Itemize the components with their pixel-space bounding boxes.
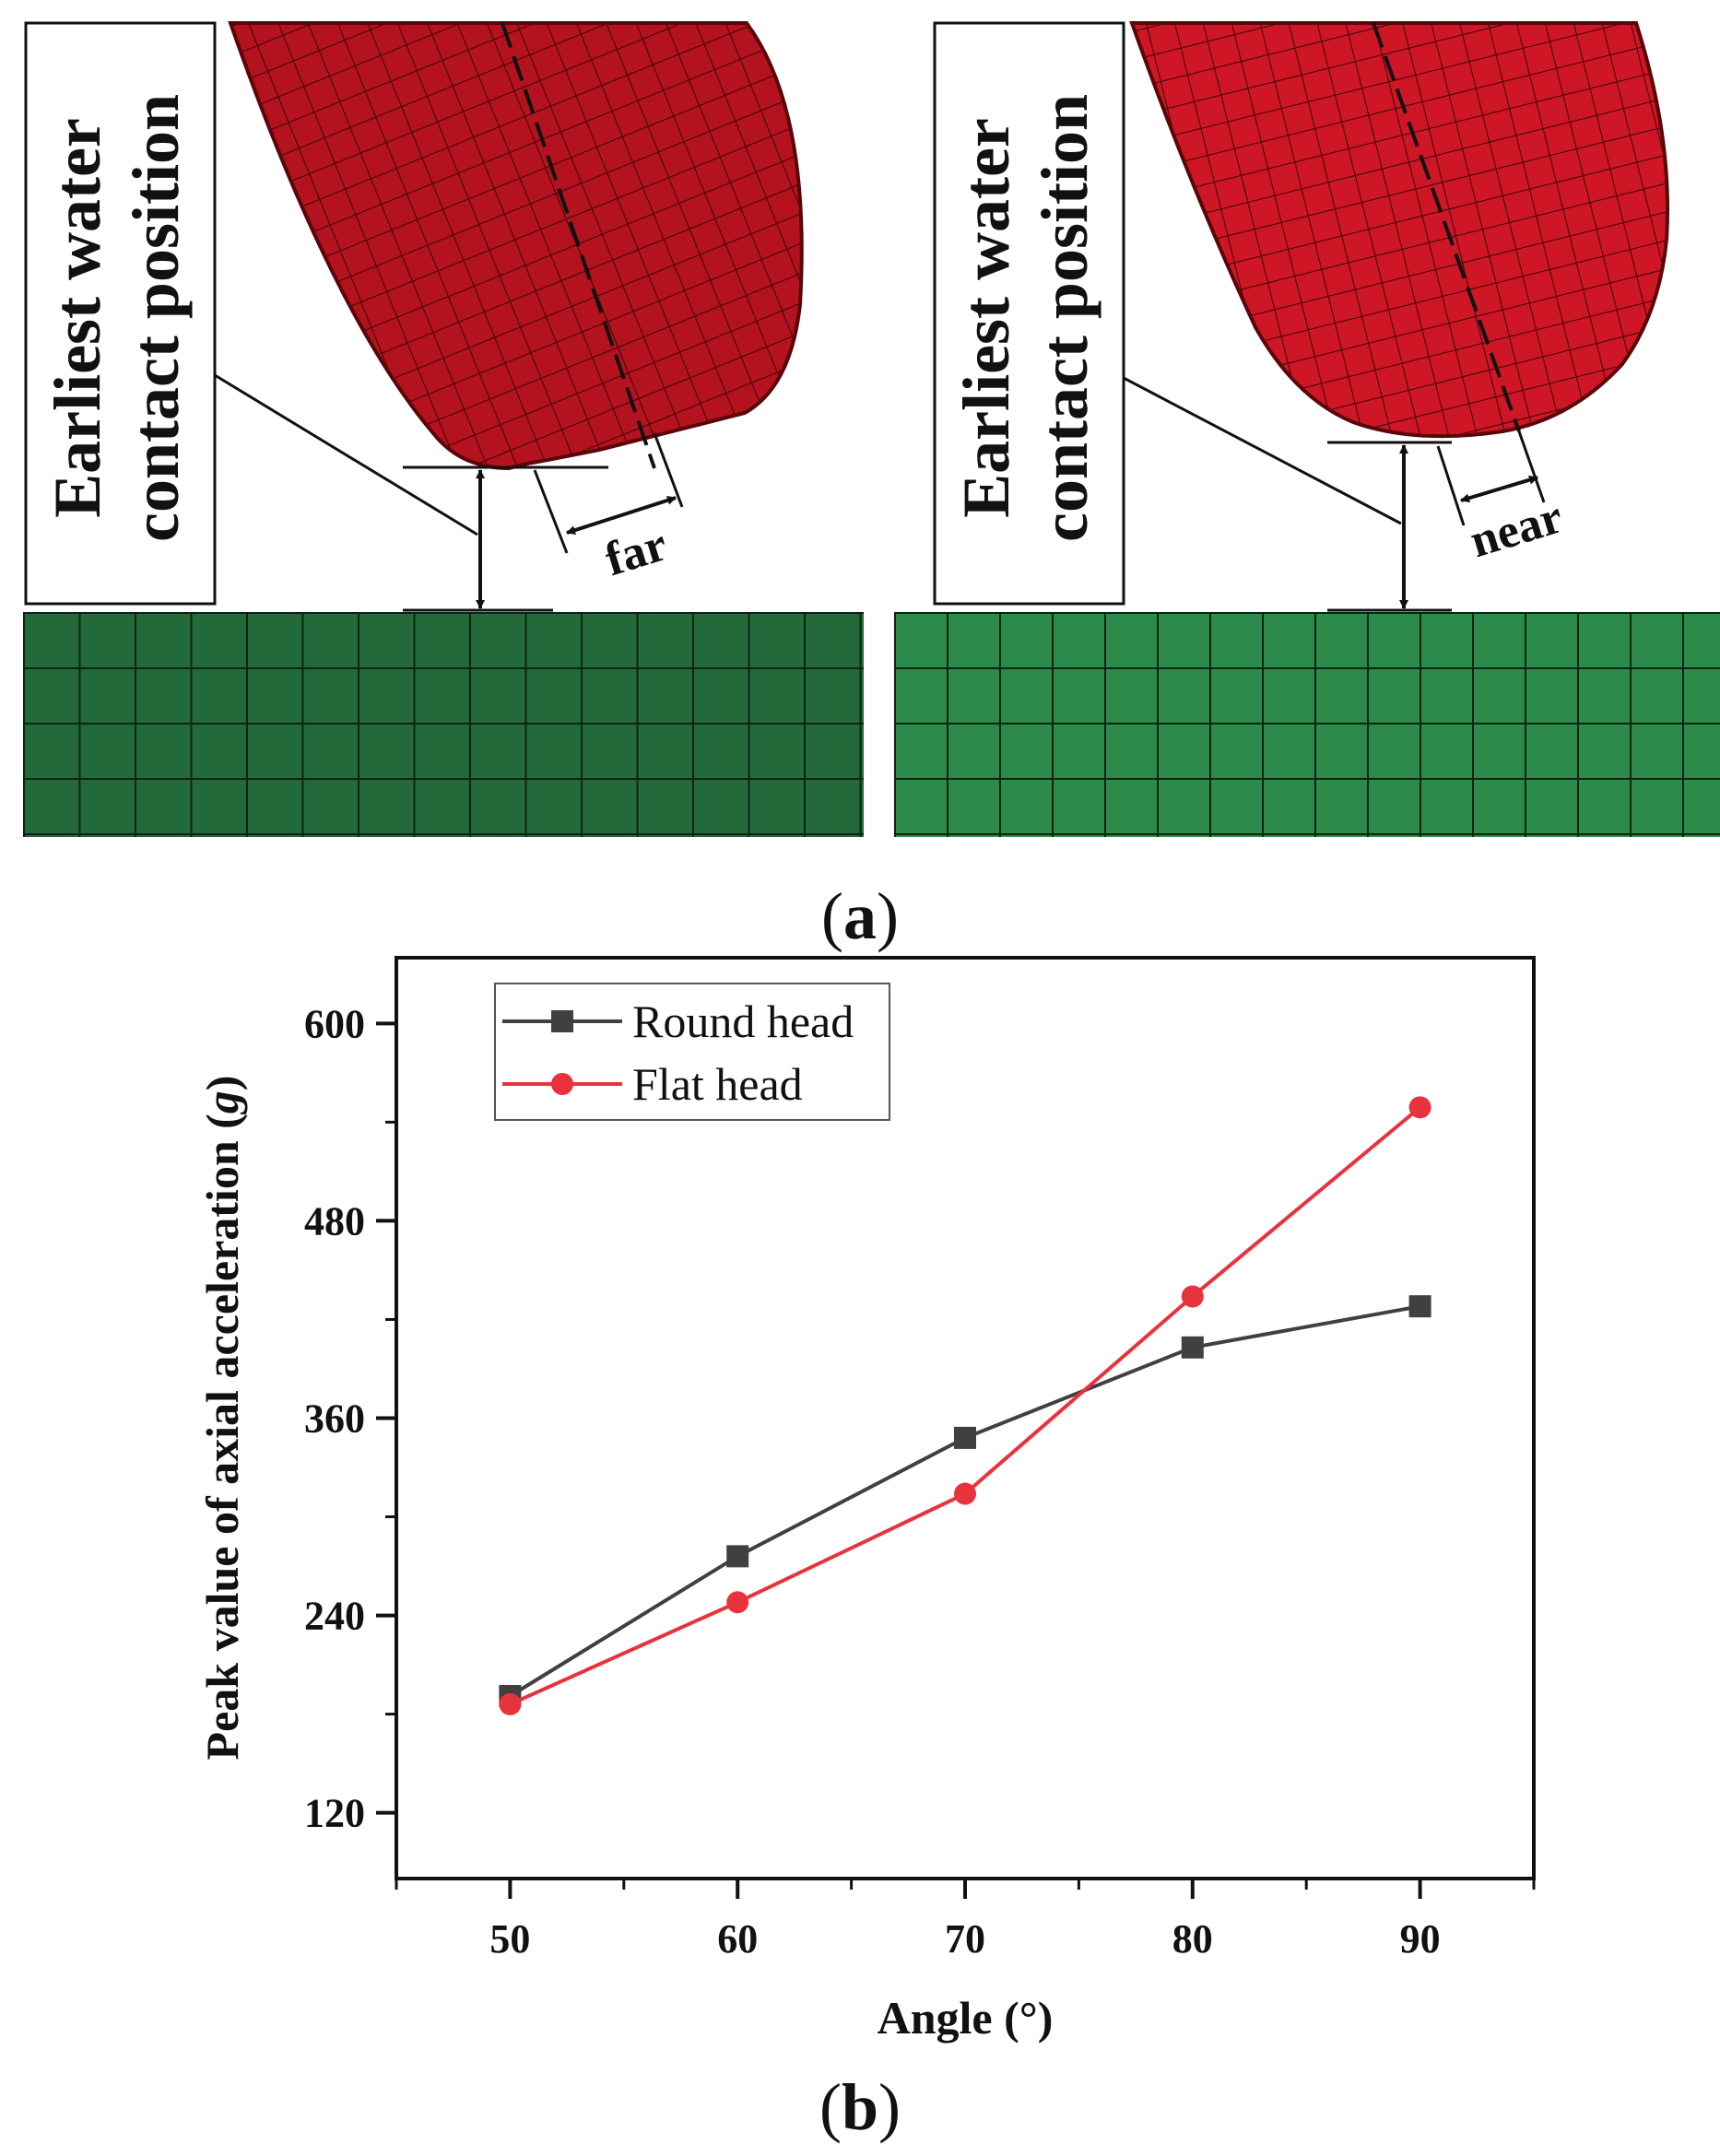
point-round-head-60: [726, 1545, 749, 1568]
point-round-head-70: [954, 1426, 976, 1449]
x-axis-title: Angle (°): [878, 1992, 1054, 2044]
callout-line-2: contact position: [119, 94, 193, 542]
body-axis-line: [501, 22, 656, 469]
round-head-body: [228, 21, 804, 471]
y-tick-label-600: 600: [304, 1001, 365, 1046]
point-round-head-80: [1181, 1336, 1204, 1359]
legend: Round head Flat head: [494, 983, 890, 1121]
x-tick-label-90: 90: [1400, 1916, 1441, 1962]
caption-a-open: (: [821, 879, 843, 953]
point-round-head-90: [1408, 1295, 1431, 1318]
callout-box: [933, 21, 1125, 606]
point-flat-head-70: [954, 1482, 976, 1505]
callout-line-1: Earliest water: [949, 118, 1023, 518]
point-flat-head-80: [1181, 1285, 1204, 1308]
y-axis-title-unit: g: [196, 1090, 248, 1114]
y-tick-label-480: 480: [304, 1198, 365, 1243]
callout-leader: [214, 373, 478, 536]
caption-b: (b): [819, 2070, 901, 2144]
point-flat-head-90: [1408, 1096, 1431, 1119]
y-axis-title-suffix: ): [196, 1076, 248, 1091]
y-tick-label-120: 120: [304, 1791, 365, 1836]
near-label: near: [1465, 490, 1569, 568]
caption-b-letter: b: [842, 2070, 878, 2144]
far-extension-line-1: [533, 469, 569, 554]
near-extension-line-1: [1436, 445, 1466, 526]
callout-leader: [1123, 376, 1402, 525]
y-axis-title: Peak value of axial acceleration (g): [196, 1076, 248, 1761]
caption-b-close: ): [878, 2070, 901, 2144]
y-axis-ticks: 120 240 360 480 600: [304, 1001, 396, 1836]
caption-a: (a): [821, 879, 899, 953]
far-extension-line-2: [653, 432, 684, 508]
series-layer: [499, 1096, 1431, 1715]
x-tick-label-70: 70: [945, 1916, 985, 1962]
caption-a-close: ): [877, 879, 899, 953]
x-axis-ticks: 50 60 70 80 90: [395, 1879, 1536, 1962]
callout-box: [24, 21, 217, 606]
flat-head-body: [1129, 21, 1670, 439]
near-extension-line-2: [1517, 430, 1546, 503]
x-tick-label-60: 60: [717, 1916, 758, 1962]
water-surface-mesh: [23, 612, 864, 837]
legend-label-round-head: Round head: [632, 996, 854, 1047]
point-flat-head-50: [499, 1692, 522, 1715]
callout-line-2: contact position: [1028, 94, 1102, 542]
y-axis-title-prefix: Peak value of axial acceleration (: [196, 1113, 248, 1760]
panel-a-right: Earliest water contact position near: [894, 21, 1720, 837]
legend-box: [494, 983, 890, 1121]
far-label: far: [599, 518, 673, 586]
chart: 50 60 70 80 90 120 240 360 480 600 Angle (°) Pea…: [196, 956, 1536, 2044]
legend-marker-flat-head: [551, 1073, 573, 1095]
caption-b-open: (: [819, 2070, 842, 2144]
near-arrow: [1460, 475, 1538, 503]
x-tick-label-50: 50: [489, 1916, 530, 1962]
panel-a-left: Earliest water contact position far: [23, 21, 864, 837]
water-surface-mesh: [894, 612, 1720, 837]
legend-marker-round-head: [551, 1010, 573, 1032]
y-tick-label-360: 360: [304, 1396, 365, 1442]
far-arrow: [566, 495, 677, 536]
x-tick-label-80: 80: [1172, 1916, 1213, 1962]
y-tick-label-240: 240: [304, 1594, 365, 1639]
point-flat-head-60: [726, 1591, 749, 1614]
legend-label-flat-head: Flat head: [632, 1058, 803, 1110]
callout-line-1: Earliest water: [41, 118, 114, 518]
caption-a-letter: a: [843, 879, 877, 953]
body-axis-line: [1372, 22, 1521, 432]
